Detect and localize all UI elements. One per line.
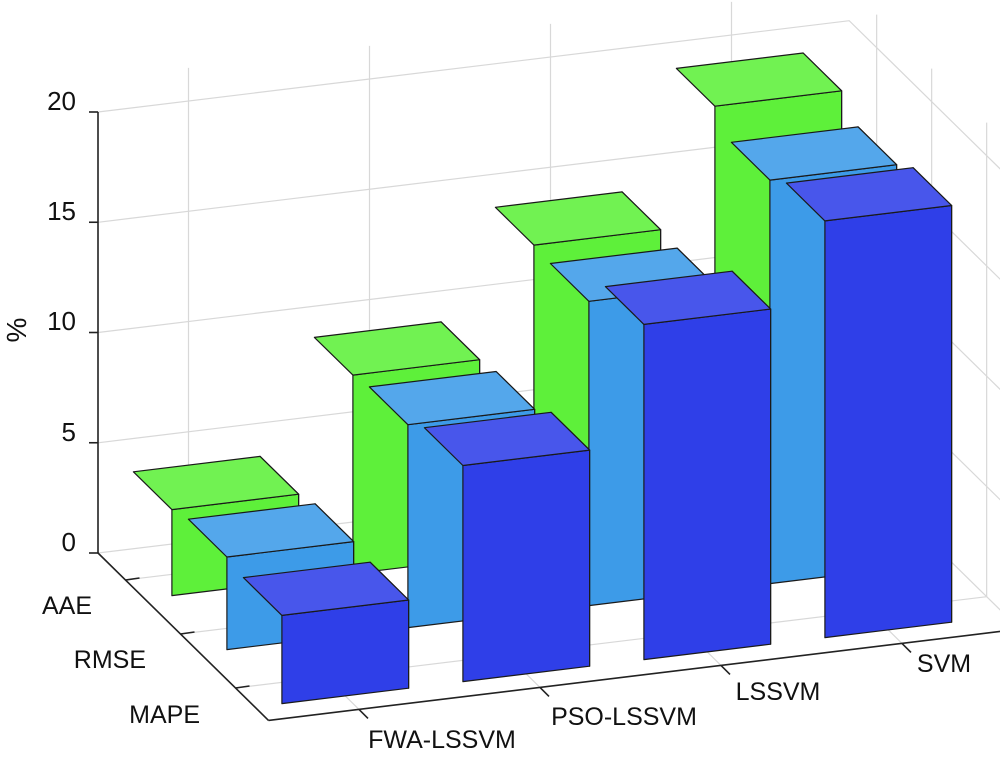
x-tick-3 bbox=[901, 642, 912, 653]
bar-mape-svm bbox=[785, 167, 953, 639]
x-tick-1 bbox=[539, 686, 550, 697]
row-label-aae: AAE bbox=[42, 592, 92, 620]
z-tick-1 bbox=[180, 631, 195, 635]
y-tick-label-0: 0 bbox=[62, 527, 76, 557]
z-tick-2 bbox=[235, 685, 250, 689]
bar-face-top bbox=[187, 503, 355, 558]
y-tick-label-15: 15 bbox=[47, 196, 76, 226]
bar-face-top bbox=[242, 561, 410, 617]
bars bbox=[132, 52, 953, 705]
x-tick-2 bbox=[720, 664, 731, 675]
row-label-mape: MAPE bbox=[129, 701, 200, 729]
y-axis-label: % bbox=[1, 318, 32, 343]
bar-face-top bbox=[494, 191, 662, 246]
z-tick-0 bbox=[125, 577, 140, 581]
bar-mape-lssvm bbox=[604, 270, 772, 661]
labels: % 0 5 10 15 20 AAE RMSE MAPE FWA-LSSVM P… bbox=[1, 86, 971, 754]
y-tick-label-10: 10 bbox=[47, 306, 76, 336]
axes bbox=[89, 111, 1000, 722]
y-gridline-20 bbox=[97, 20, 1000, 170]
bar-face-top bbox=[675, 52, 843, 107]
bar-face-top bbox=[423, 411, 591, 467]
bar-face-top bbox=[785, 167, 953, 222]
bar-face-front bbox=[281, 599, 410, 705]
bar-mape-pso-lssvm bbox=[423, 411, 591, 683]
y-tick-label-20: 20 bbox=[47, 86, 76, 116]
y-tick-label-5: 5 bbox=[62, 417, 76, 447]
row-label-rmse: RMSE bbox=[74, 646, 146, 674]
bar-face-top bbox=[132, 455, 300, 511]
bar-face-top bbox=[604, 270, 772, 325]
x-tick-0 bbox=[358, 708, 369, 719]
bar-mape-fwa-lssvm bbox=[242, 561, 410, 705]
x-axis-line bbox=[268, 630, 1000, 722]
z-axis-line bbox=[97, 552, 270, 721]
bar-face-top bbox=[313, 321, 481, 376]
bar-face-front bbox=[643, 308, 772, 661]
category-label-svm: SVM bbox=[917, 650, 971, 678]
category-label-lssvm: LSSVM bbox=[736, 678, 821, 706]
category-label-fwa-lssvm: FWA-LSSVM bbox=[368, 726, 516, 754]
category-label-pso-lssvm: PSO-LSSVM bbox=[551, 703, 697, 731]
bar-face-top bbox=[368, 370, 536, 426]
bar-face-front bbox=[824, 204, 953, 639]
bar-face-top bbox=[730, 126, 898, 181]
bar-face-front bbox=[462, 449, 591, 683]
